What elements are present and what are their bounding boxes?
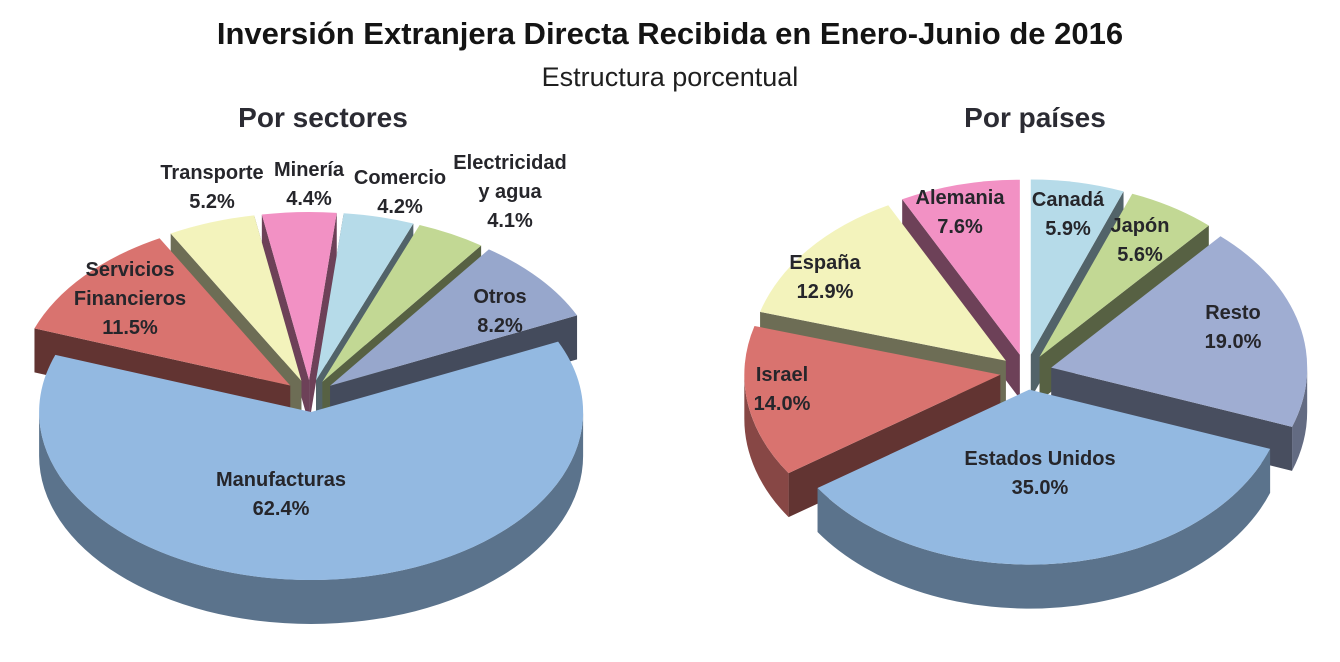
slice-label-transporte: Transporte 5.2% [160,159,263,217]
slice-label-line: Israel [755,364,809,386]
slice-label-canada: Canadá 5.9% [1032,186,1104,244]
slice-label-estados-unidos: Estados Unidos 35.0% [964,445,1115,503]
page-subtitle: Estructura porcentual [541,62,799,92]
slice-label-line: 11.5% [102,317,158,339]
slice-label-line: Comercio [353,167,447,189]
slice-label-otros: Otros 8.2% [473,283,526,341]
slice-side-end-mineria [309,212,337,424]
pie-slice-israel [744,325,1001,474]
slice-label-espana: España 12.9% [789,249,860,307]
slice-label-israel: Israel 14.0% [754,361,811,419]
slice-label-line: Financieros [73,288,187,310]
slice-label-resto: Resto 19.0% [1205,299,1262,357]
pie-slice-electricidad-y-agua [322,224,482,382]
pie-slice-group-manufacturas [39,341,584,624]
pie-slice-alemania [902,179,1020,355]
slice-label-line: 8.2% [477,315,523,337]
slice-label-line: 4.2% [377,196,423,218]
slice-label-line: 5.6% [1117,244,1163,266]
slice-label-line: 62.4% [252,498,310,520]
slice-label-line: 35.0% [1011,477,1069,499]
slice-label-alemania: Alemania 7.6% [916,184,1005,242]
slice-label-line: España [789,252,861,274]
slice-label-line: Japón [1110,215,1170,237]
slice-label-electricidad-y-agua: Electricidad y agua 4.1% [453,149,566,236]
slice-label-line: Manufacturas [215,469,347,491]
slice-label-japon: Japón 5.6% [1111,212,1170,270]
pie-slice-resto [1051,236,1308,427]
slice-rim-resto [1292,367,1308,471]
slice-label-line: 12.9% [796,281,854,303]
slice-label-line: 5.2% [189,191,235,213]
slice-label-line: 5.9% [1045,218,1091,240]
slice-label-servicios-financieros: Servicios Financieros 11.5% [74,256,186,343]
pie-slice-canada [1030,179,1124,355]
slice-label-line: 14.0% [753,393,811,415]
pie-slice-japon [1039,193,1209,357]
left-pie-title: Por sectores [238,102,408,133]
slice-label-line: Minería [273,159,345,181]
slice-label-line: Electricidad [453,152,567,174]
slice-label-mineria: Minería 4.4% [274,156,344,214]
pie-slice-espana [760,205,1006,361]
slice-label-line: y agua [478,181,542,203]
slice-label-line: 7.6% [937,216,983,238]
slice-label-line: Alemania [915,187,1005,209]
right-pie-title: Por países [964,102,1106,133]
slice-label-line: Servicios [85,259,175,281]
pie-slice-comercio [316,213,414,381]
pie-slice-group-estados-unidos [817,389,1271,609]
slice-label-manufacturas: Manufacturas 62.4% [216,466,346,524]
slice-rim-estados-unidos [817,448,1271,609]
slice-label-line: Transporte [160,162,264,184]
slice-rim-manufacturas [39,412,584,624]
pie-slice-transporte [170,215,302,381]
slice-label-line: Estados Unidos [964,448,1116,470]
slice-label-line: 19.0% [1204,331,1262,353]
pie-slice-manufacturas [39,341,584,581]
slice-label-line: Canadá [1031,189,1105,211]
pie-slice-estados-unidos [817,389,1271,565]
slice-rim-israel [744,374,789,518]
pie-slice-servicios-financieros [34,238,291,386]
slice-label-comercio: Comercio 4.2% [354,164,446,222]
slice-label-line: Resto [1205,302,1261,324]
pie-slice-mineria [261,211,337,380]
slice-label-line: 4.4% [286,188,332,210]
pie-slice-otros [330,249,578,386]
slice-label-line: Otros [473,286,527,308]
slice-label-line: 4.1% [487,210,533,232]
page-title: Inversión Extranjera Directa Recibida en… [216,16,1124,51]
